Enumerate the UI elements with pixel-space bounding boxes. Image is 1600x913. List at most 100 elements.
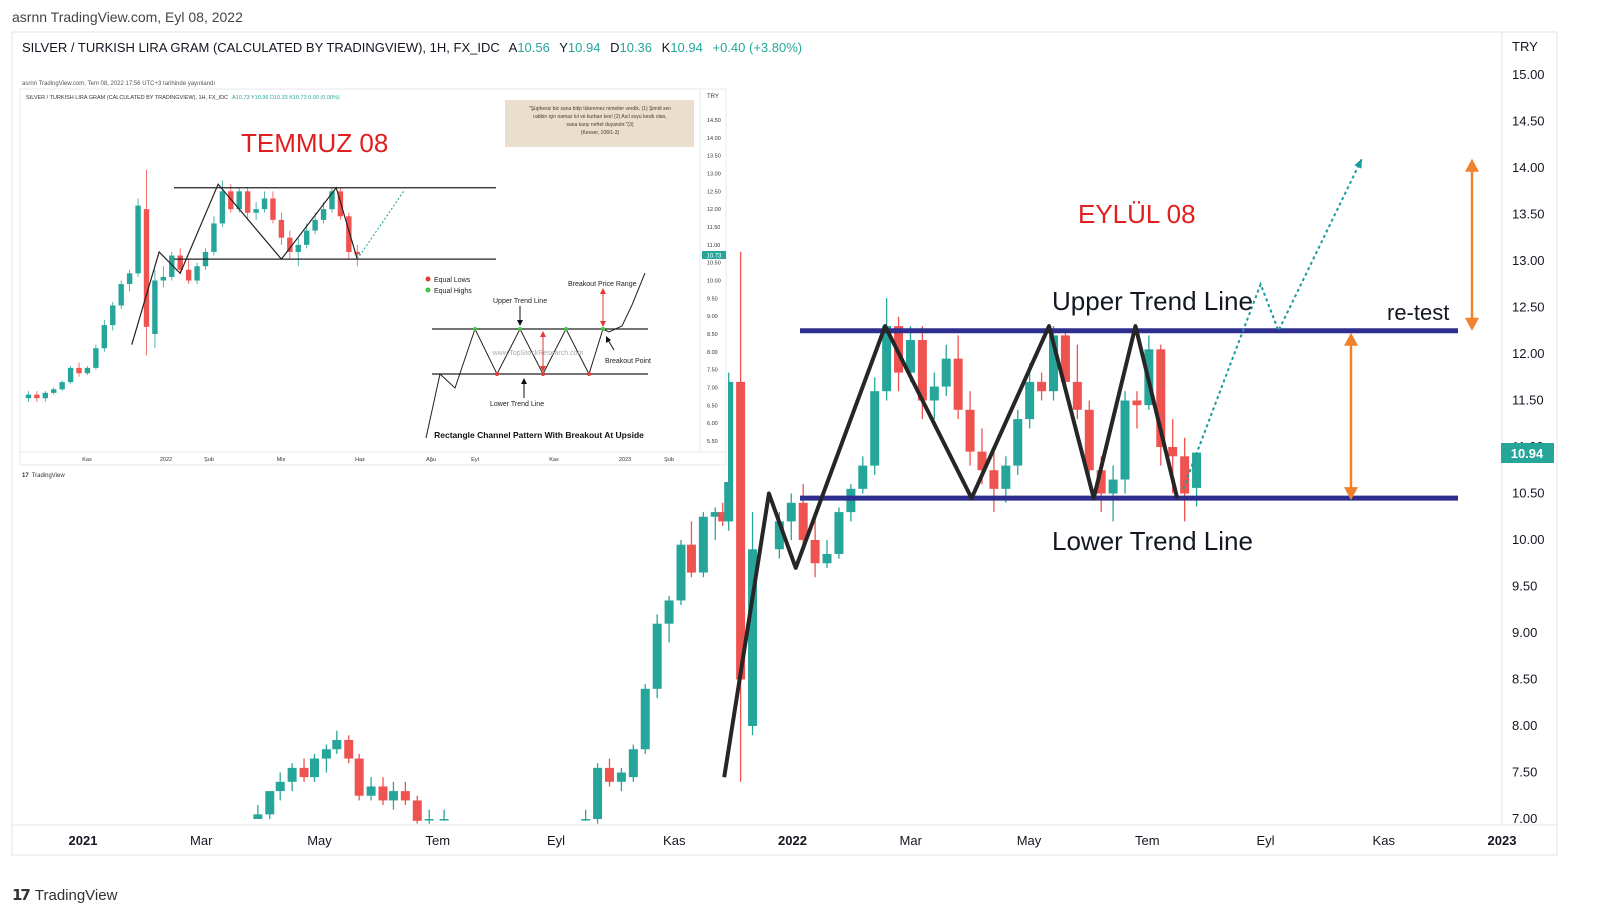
candle bbox=[400, 781, 410, 806]
candle-body bbox=[1060, 335, 1070, 382]
x-tick-label: Tem bbox=[1135, 833, 1160, 848]
diagram-price-path bbox=[425, 272, 646, 439]
inset-chart-image: asrnn TradingView.com, Tem 08, 2022 17:5… bbox=[18, 74, 728, 482]
candle-body bbox=[798, 502, 808, 540]
inset-candle-body bbox=[354, 251, 360, 255]
candle-body bbox=[1049, 335, 1059, 392]
candle bbox=[858, 456, 868, 494]
candle-body bbox=[989, 470, 999, 489]
main-time-axis[interactable]: 2021 Mar May Tem Eyl Kas 2022 Mar May Tem Eyl Kas 20… bbox=[69, 833, 1517, 848]
inset-candle bbox=[42, 391, 48, 402]
candle-body bbox=[977, 451, 987, 471]
candle bbox=[676, 540, 686, 606]
candle-body bbox=[686, 544, 696, 573]
inset-candle bbox=[118, 280, 124, 310]
inset-candle bbox=[152, 269, 158, 349]
inset-x-tick-label: Eyl bbox=[471, 457, 479, 463]
candle bbox=[265, 791, 275, 819]
x-tick-label: 2021 bbox=[69, 833, 98, 848]
x-tick-label: Eyl bbox=[1256, 833, 1274, 848]
equal-high-dot bbox=[564, 327, 568, 331]
candle bbox=[882, 298, 892, 401]
breakout-range-arrow-head-up bbox=[600, 288, 606, 294]
inset-candle-body bbox=[244, 191, 251, 213]
candle-body bbox=[882, 326, 892, 392]
candle-body bbox=[929, 386, 939, 401]
candle bbox=[870, 377, 880, 475]
inset-y-tick-label: 14.50 bbox=[707, 118, 721, 124]
candle-body bbox=[400, 791, 410, 801]
inset-y-tick-label: 7.50 bbox=[707, 368, 718, 374]
y-tick-label: 9.50 bbox=[1512, 579, 1537, 594]
chart-frame bbox=[11, 31, 1558, 856]
inset-candle-body bbox=[169, 255, 175, 277]
candle bbox=[1072, 344, 1082, 420]
x-tick-label: Mar bbox=[900, 833, 923, 848]
candle-body bbox=[640, 688, 650, 750]
candle-body bbox=[344, 739, 354, 759]
candle bbox=[299, 758, 309, 782]
candle bbox=[834, 507, 844, 559]
candle-body bbox=[1180, 456, 1190, 494]
candle bbox=[810, 512, 820, 578]
candle bbox=[724, 372, 734, 531]
inset-x-tick-label: Mis bbox=[277, 457, 286, 463]
candle-body bbox=[905, 340, 915, 373]
quote-line-3: sana karşı nefret duyandır."(3) bbox=[566, 122, 633, 128]
candle bbox=[664, 595, 674, 643]
inset-candle-body bbox=[126, 273, 133, 285]
candle-body bbox=[870, 391, 880, 466]
y-tick-label: 8.50 bbox=[1512, 672, 1537, 687]
candle-body bbox=[366, 786, 376, 796]
candle bbox=[710, 507, 720, 540]
candle bbox=[640, 684, 650, 754]
inset-candle bbox=[126, 269, 133, 292]
candle bbox=[1180, 437, 1190, 522]
candle-body bbox=[253, 814, 263, 819]
inset-candle-body bbox=[143, 209, 150, 327]
x-tick-label: 2022 bbox=[778, 833, 807, 848]
diagram-breakout-range-label: Breakout Price Range bbox=[568, 281, 637, 288]
inset-candle bbox=[101, 319, 108, 352]
inset-candle-body bbox=[42, 392, 48, 399]
tradingview-logo[interactable]: 17 TradingView bbox=[12, 886, 117, 904]
inset-currency: TRY bbox=[707, 94, 719, 100]
inset-candle-body bbox=[287, 237, 293, 252]
inset-candle-body bbox=[76, 367, 82, 374]
candle-body bbox=[1156, 349, 1166, 447]
inset-candle bbox=[320, 202, 327, 224]
candle bbox=[366, 777, 376, 801]
candle-body bbox=[1132, 400, 1142, 406]
candle bbox=[822, 540, 832, 568]
range-arrow-head-down bbox=[540, 366, 546, 372]
inset-candle-body bbox=[329, 191, 335, 210]
x-tick-label: May bbox=[1017, 833, 1042, 848]
inset-candle bbox=[34, 391, 40, 402]
x-tick-label: Eyl bbox=[547, 833, 565, 848]
diagram-upper-label: Upper Trend Line bbox=[493, 298, 547, 305]
candle bbox=[287, 763, 297, 792]
x-tick-label: 2023 bbox=[1488, 833, 1517, 848]
candle bbox=[718, 502, 728, 527]
y-tick-label: 12.00 bbox=[1512, 346, 1545, 361]
candle bbox=[388, 781, 398, 810]
inset-last-price-badge bbox=[702, 251, 726, 259]
inset-candle-body bbox=[278, 219, 285, 238]
diagram-lower-label: Lower Trend Line bbox=[490, 401, 544, 408]
y-tick-label: 8.00 bbox=[1512, 718, 1537, 733]
inset-candle bbox=[84, 366, 91, 376]
candle-body bbox=[718, 512, 728, 522]
inset-candle bbox=[67, 366, 74, 384]
candle-body bbox=[321, 749, 331, 759]
inset-candle-body bbox=[211, 223, 217, 252]
breakout-point-pointer bbox=[607, 339, 615, 351]
candle-body bbox=[748, 549, 758, 726]
y-tick-label: 10.50 bbox=[1512, 486, 1545, 501]
candle-body bbox=[664, 600, 674, 624]
inset-projection bbox=[356, 191, 405, 260]
last-price-badge bbox=[1501, 443, 1554, 463]
candle-body bbox=[953, 358, 963, 410]
inset-candle-body bbox=[118, 284, 124, 306]
y-tick-label: 12.50 bbox=[1512, 300, 1545, 315]
